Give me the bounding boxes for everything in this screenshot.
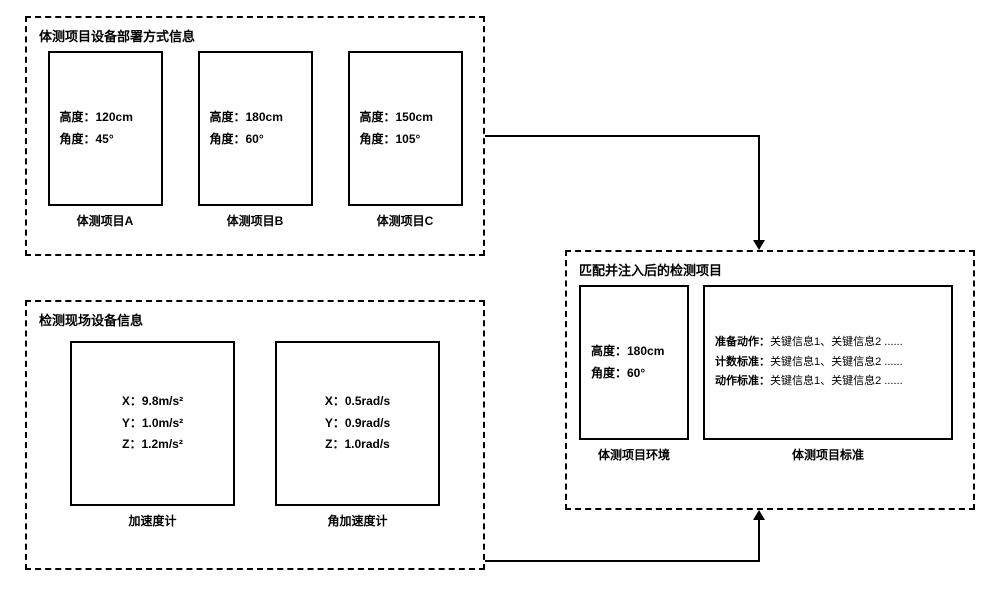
deploy-angle: 角度：45°: [60, 129, 151, 151]
deploy-item: 高度：120cm 角度：45° 体测项目A: [48, 51, 163, 229]
deploy-label: 体测项目C: [377, 212, 434, 229]
matched-std-key: 准备动作：: [715, 333, 770, 353]
matched-std-val: 关键信息1、关键信息2 ......: [770, 372, 903, 392]
matched-env-height: 高度：180cm: [591, 341, 677, 363]
deploy-height: 高度：120cm: [60, 107, 151, 129]
matched-std-row: 准备动作： 关键信息1、关键信息2 ......: [715, 333, 941, 353]
onsite-item: X：9.8m/s² Y：1.0m/s² Z：1.2m/s² 加速度计: [70, 341, 235, 529]
onsite-row: X：9.8m/s² Y：1.0m/s² Z：1.2m/s² 加速度计 X：0.5…: [39, 341, 471, 529]
deploy-title: 体测项目设备部署方式信息: [39, 26, 471, 45]
matched-std-val: 关键信息1、关键信息2 ......: [770, 353, 903, 373]
onsite-z: Z：1.0rad/s: [325, 434, 390, 456]
matched-std-key: 动作标准：: [715, 372, 770, 392]
matched-title: 匹配并注入后的检测项目: [579, 260, 961, 279]
onsite-label: 加速度计: [128, 512, 176, 529]
deploy-row: 高度：120cm 角度：45° 体测项目A 高度：180cm 角度：60° 体测…: [39, 51, 471, 229]
onsite-box: X：9.8m/s² Y：1.0m/s² Z：1.2m/s²: [70, 341, 235, 506]
deploy-angle: 角度：105°: [360, 129, 451, 151]
matched-std-label: 体测项目标准: [792, 446, 864, 463]
onsite-item: X：0.5rad/s Y：0.9rad/s Z：1.0rad/s 角加速度计: [275, 341, 440, 529]
matched-row: 高度：180cm 角度：60° 体测项目环境 准备动作： 关键信息1、关键信息2…: [579, 285, 961, 463]
connector-top-v: [758, 135, 760, 240]
connector-bottom-arrow-icon: [753, 510, 765, 520]
onsite-x: X：9.8m/s²: [122, 391, 183, 413]
connector-bottom-h: [485, 560, 760, 562]
onsite-box: X：0.5rad/s Y：0.9rad/s Z：1.0rad/s: [275, 341, 440, 506]
deploy-box: 高度：150cm 角度：105°: [348, 51, 463, 206]
onsite-title: 检测现场设备信息: [39, 310, 471, 329]
deploy-panel: 体测项目设备部署方式信息 高度：120cm 角度：45° 体测项目A 高度：18…: [25, 16, 485, 256]
matched-std-col: 准备动作： 关键信息1、关键信息2 ...... 计数标准： 关键信息1、关键信…: [703, 285, 953, 463]
deploy-label: 体测项目A: [77, 212, 134, 229]
deploy-box: 高度：180cm 角度：60°: [198, 51, 313, 206]
deploy-box: 高度：120cm 角度：45°: [48, 51, 163, 206]
matched-std-row: 动作标准： 关键信息1、关键信息2 ......: [715, 372, 941, 392]
onsite-z: Z：1.2m/s²: [122, 434, 183, 456]
connector-top-h: [485, 135, 760, 137]
connector-bottom-v: [758, 518, 760, 562]
onsite-y: Y：0.9rad/s: [325, 413, 390, 435]
matched-std-box: 准备动作： 关键信息1、关键信息2 ...... 计数标准： 关键信息1、关键信…: [703, 285, 953, 440]
matched-std-row: 计数标准： 关键信息1、关键信息2 ......: [715, 353, 941, 373]
onsite-panel: 检测现场设备信息 X：9.8m/s² Y：1.0m/s² Z：1.2m/s² 加…: [25, 300, 485, 570]
matched-env-label: 体测项目环境: [598, 446, 670, 463]
onsite-y: Y：1.0m/s²: [122, 413, 183, 435]
matched-env-box: 高度：180cm 角度：60°: [579, 285, 689, 440]
onsite-label: 角加速度计: [327, 512, 387, 529]
matched-env-angle: 角度：60°: [591, 363, 677, 385]
matched-env-col: 高度：180cm 角度：60° 体测项目环境: [579, 285, 689, 463]
onsite-x: X：0.5rad/s: [325, 391, 390, 413]
matched-panel: 匹配并注入后的检测项目 高度：180cm 角度：60° 体测项目环境 准备动作：…: [565, 250, 975, 510]
deploy-item: 高度：150cm 角度：105° 体测项目C: [348, 51, 463, 229]
matched-std-val: 关键信息1、关键信息2 ......: [770, 333, 903, 353]
deploy-angle: 角度：60°: [210, 129, 301, 151]
matched-std-key: 计数标准：: [715, 353, 770, 373]
deploy-height: 高度：180cm: [210, 107, 301, 129]
deploy-item: 高度：180cm 角度：60° 体测项目B: [198, 51, 313, 229]
connector-top-arrow-icon: [753, 240, 765, 250]
deploy-label: 体测项目B: [227, 212, 284, 229]
deploy-height: 高度：150cm: [360, 107, 451, 129]
